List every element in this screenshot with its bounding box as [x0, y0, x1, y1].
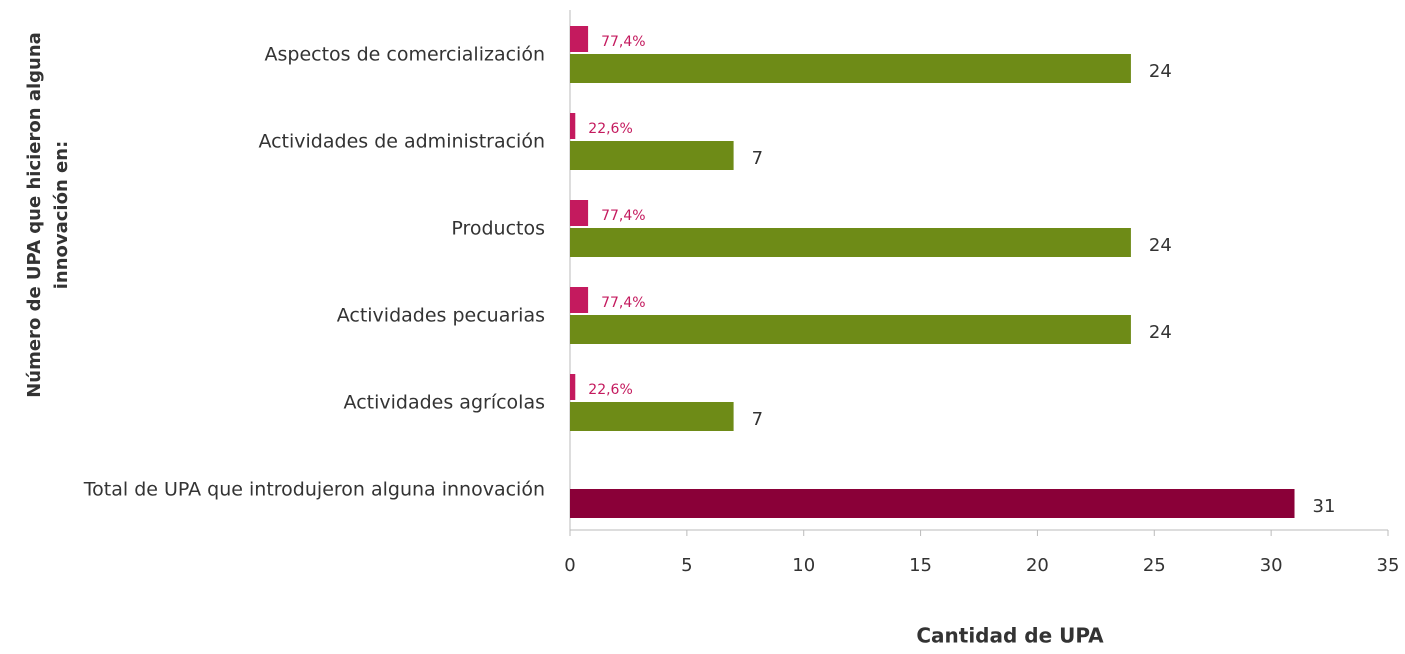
x-tick-label: 30: [1260, 555, 1283, 576]
x-tick-label: 0: [564, 555, 575, 576]
y-tick-label: Productos: [451, 218, 545, 240]
bar: [570, 315, 1131, 344]
bar: [570, 54, 1131, 83]
value-label: 7: [752, 409, 763, 430]
y-tick-label: Total de UPA que introdujeron alguna inn…: [83, 479, 545, 501]
bar: [570, 200, 589, 226]
value-label: 77,4%: [601, 295, 645, 311]
x-axis-title: Cantidad de UPA: [916, 624, 1104, 648]
bar: [570, 287, 589, 313]
value-label: 77,4%: [601, 208, 645, 224]
x-tick-label: 25: [1143, 555, 1166, 576]
value-label: 7: [752, 148, 763, 169]
y-axis-title: innovación en:: [51, 141, 72, 290]
bar: [570, 228, 1131, 257]
x-tick-label: 15: [909, 555, 932, 576]
x-tick-label: 20: [1026, 555, 1049, 576]
bar: [570, 141, 734, 170]
y-tick-label: Actividades de administración: [258, 131, 545, 153]
bar: [570, 26, 589, 52]
y-tick-label: Actividades pecuarias: [337, 305, 545, 327]
bar: [570, 374, 576, 400]
value-label: 22,6%: [588, 382, 632, 398]
y-axis-title: Número de UPA que hicieron alguna: [24, 32, 45, 398]
bar: [570, 113, 576, 139]
bar: [570, 402, 734, 431]
value-label: 31: [1313, 496, 1336, 517]
value-label: 24: [1149, 235, 1172, 256]
value-label: 77,4%: [601, 34, 645, 50]
x-tick-label: 10: [792, 555, 815, 576]
y-tick-label: Actividades agrícolas: [344, 392, 545, 414]
bar: [570, 489, 1295, 518]
x-tick-label: 35: [1377, 555, 1400, 576]
x-tick-label: 5: [681, 555, 692, 576]
y-tick-label: Aspectos de comercialización: [265, 44, 546, 66]
value-label: 22,6%: [588, 121, 632, 137]
value-label: 24: [1149, 61, 1172, 82]
value-label: 24: [1149, 322, 1172, 343]
